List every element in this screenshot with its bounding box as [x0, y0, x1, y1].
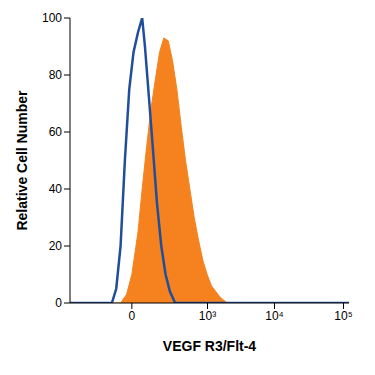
svg-text:100: 100: [42, 11, 62, 25]
svg-text:20: 20: [49, 239, 63, 253]
svg-text:Relative Cell Number: Relative Cell Number: [14, 90, 30, 231]
svg-text:0: 0: [55, 296, 62, 310]
svg-text:VEGF R3/Flt-4: VEGF R3/Flt-4: [163, 338, 257, 354]
svg-text:10³: 10³: [199, 309, 216, 323]
svg-text:10⁵: 10⁵: [334, 309, 352, 323]
svg-text:80: 80: [49, 68, 63, 82]
svg-text:40: 40: [49, 182, 63, 196]
svg-text:60: 60: [49, 125, 63, 139]
svg-text:10⁴: 10⁴: [265, 309, 284, 323]
svg-text:0: 0: [129, 309, 136, 323]
